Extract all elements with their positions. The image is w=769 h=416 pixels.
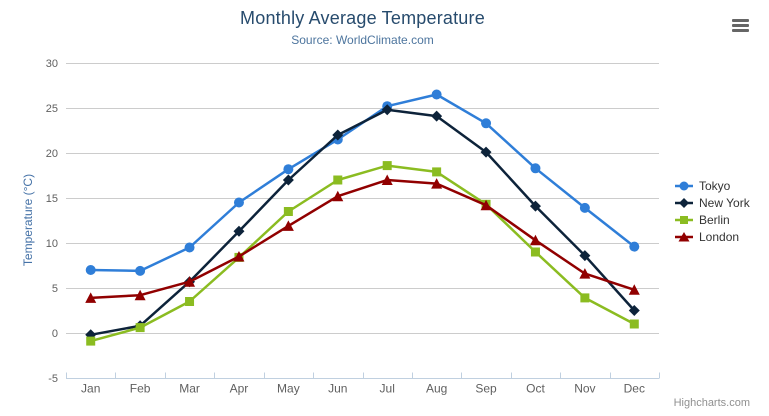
marker-new-york-aug[interactable] <box>431 110 443 122</box>
square-marker-icon <box>675 215 693 224</box>
marker-tokyo-feb[interactable] <box>135 265 146 276</box>
marker-london-apr[interactable] <box>233 251 245 262</box>
export-menu-button[interactable] <box>732 19 749 32</box>
chart-subtitle: Source: WorldClimate.com <box>291 33 434 47</box>
marker-berlin-may[interactable] <box>283 207 293 216</box>
marker-london-feb[interactable] <box>134 289 146 301</box>
x-axis-label-jun: Jun <box>328 382 347 396</box>
x-axis-label-oct: Oct <box>526 382 545 396</box>
marker-berlin-dec[interactable] <box>629 319 639 329</box>
marker-tokyo-sep[interactable] <box>481 118 492 129</box>
marker-london-jul[interactable] <box>381 174 393 186</box>
x-axis-label-feb: Feb <box>130 382 151 396</box>
x-axis-label-nov: Nov <box>574 382 595 396</box>
marker-tokyo-nov[interactable] <box>579 202 590 213</box>
x-axis-label-aug: Aug <box>426 382 447 396</box>
y-axis-title: Temperature (°C) <box>21 173 35 267</box>
marker-tokyo-jan[interactable] <box>85 265 96 275</box>
legend-item-berlin[interactable]: Berlin <box>674 211 750 228</box>
diamond-marker-icon <box>675 197 693 208</box>
marker-tokyo-aug[interactable] <box>431 89 442 100</box>
x-axis-label-dec: Dec <box>624 382 645 396</box>
hamburger-icon <box>732 29 749 32</box>
marker-tokyo-oct[interactable] <box>530 163 541 174</box>
marker-new-york-nov[interactable] <box>579 250 591 262</box>
x-axis-label-sep: Sep <box>475 382 497 396</box>
marker-berlin-oct[interactable] <box>530 247 540 257</box>
marker-berlin-jul[interactable] <box>382 161 392 171</box>
series-line-tokyo <box>89 93 636 273</box>
legend-label: Tokyo <box>699 178 731 193</box>
marker-new-york-apr[interactable] <box>233 225 245 237</box>
marker-berlin-aug[interactable] <box>432 167 442 177</box>
marker-berlin-feb[interactable] <box>135 323 145 333</box>
marker-tokyo-dec[interactable] <box>629 241 640 252</box>
marker-london-mar[interactable] <box>184 276 196 287</box>
marker-berlin-jan[interactable] <box>86 336 96 346</box>
marker-new-york-sep[interactable] <box>480 146 492 158</box>
y-axis-label-30: 30 <box>46 58 58 70</box>
legend-label: London <box>699 229 740 244</box>
legend-label: New York <box>699 195 750 210</box>
marker-tokyo-mar[interactable] <box>184 242 195 253</box>
marker-london-nov[interactable] <box>579 268 591 279</box>
marker-new-york-may[interactable] <box>282 174 294 186</box>
x-axis-label-apr: Apr <box>230 382 249 396</box>
x-axis-label-jul: Jul <box>380 382 395 396</box>
marker-berlin-mar[interactable] <box>185 297 195 306</box>
series-line-berlin <box>89 164 636 343</box>
legend-item-london[interactable]: London <box>674 228 750 245</box>
legend-label: Berlin <box>699 212 730 227</box>
legend-item-new-york[interactable]: New York <box>674 194 750 211</box>
series-line-new-york <box>89 108 636 337</box>
series-line-london <box>89 178 636 300</box>
marker-berlin-nov[interactable] <box>580 293 590 303</box>
hamburger-icon <box>732 24 749 27</box>
chart-title: Monthly Average Temperature <box>240 8 485 28</box>
x-axis-label-jan: Jan <box>81 382 100 396</box>
y-axis-label-20: 20 <box>46 148 58 160</box>
y-axis-label-0: 0 <box>52 328 58 340</box>
marker-new-york-jul[interactable] <box>381 104 393 116</box>
y-axis-label-5: 5 <box>52 283 58 295</box>
marker-london-may[interactable] <box>282 220 294 231</box>
marker-tokyo-apr[interactable] <box>233 197 244 208</box>
marker-new-york-oct[interactable] <box>529 200 541 212</box>
marker-tokyo-may[interactable] <box>283 164 294 175</box>
y-axis-label-25: 25 <box>46 103 58 115</box>
legend-item-tokyo[interactable]: Tokyo <box>674 177 750 194</box>
x-axis-label-may: May <box>277 382 300 396</box>
marker-berlin-jun[interactable] <box>333 175 343 185</box>
credits-link[interactable]: Highcharts.com <box>673 397 750 409</box>
marker-new-york-dec[interactable] <box>628 305 640 316</box>
y-axis-label--5: -5 <box>48 373 58 385</box>
marker-london-aug[interactable] <box>431 178 443 189</box>
hamburger-icon <box>732 19 749 22</box>
marker-london-oct[interactable] <box>529 234 541 246</box>
circle-marker-icon <box>675 181 693 190</box>
x-axis-label-mar: Mar <box>179 382 200 396</box>
marker-london-sep[interactable] <box>480 199 492 211</box>
y-axis-label-15: 15 <box>46 193 58 205</box>
y-axis-label-10: 10 <box>46 238 58 250</box>
marker-new-york-jun[interactable] <box>332 129 344 141</box>
triangle-marker-icon <box>675 231 693 241</box>
legend: Tokyo New York Berlin London <box>674 177 750 245</box>
marker-london-dec[interactable] <box>628 284 640 295</box>
marker-london-jan[interactable] <box>85 292 97 303</box>
marker-london-jun[interactable] <box>332 190 344 202</box>
